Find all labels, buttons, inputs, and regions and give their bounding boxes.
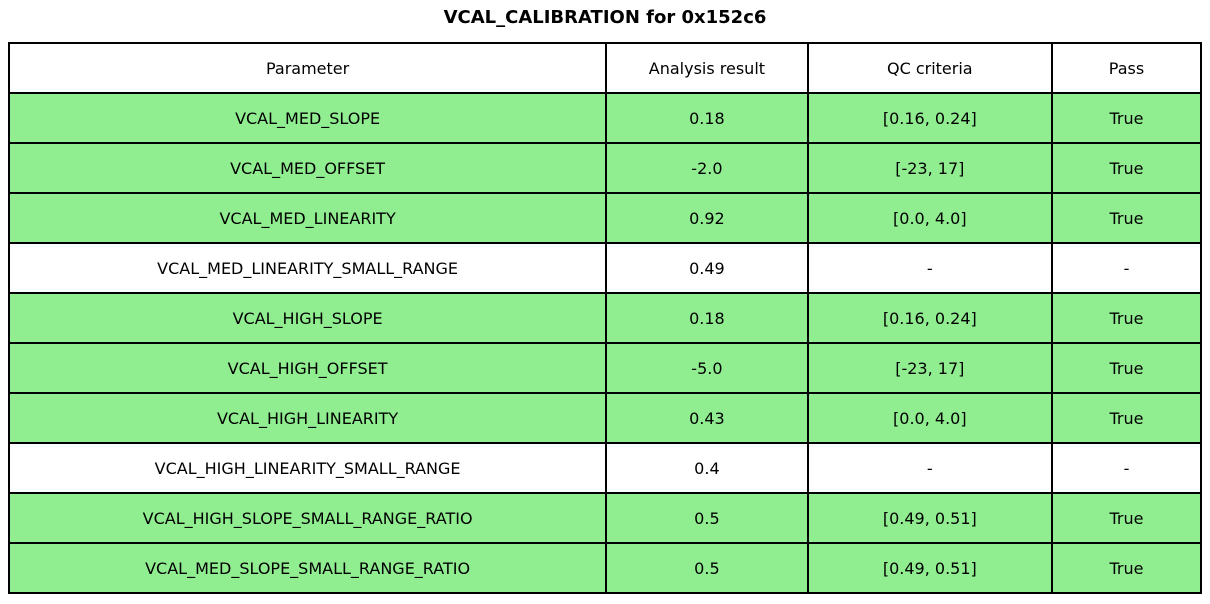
cell-pass: True bbox=[1050, 492, 1203, 544]
table-row: VCAL_HIGH_SLOPE_SMALL_RANGE_RATIO 0.5 [0.4… bbox=[7, 492, 1203, 544]
cell-parameter: VCAL_HIGH_LINEARITY bbox=[7, 392, 608, 444]
column-header-qc-criteria: QC criteria bbox=[806, 42, 1053, 94]
cell-result: 0.43 bbox=[605, 392, 809, 444]
cell-pass: True bbox=[1050, 142, 1203, 194]
cell-parameter: VCAL_HIGH_OFFSET bbox=[7, 342, 608, 394]
table-row: VCAL_HIGH_LINEARITY 0.43 [0.0, 4.0] True bbox=[7, 392, 1203, 444]
cell-result: 0.92 bbox=[605, 192, 809, 244]
table-row: VCAL_HIGH_SLOPE 0.18 [0.16, 0.24] True bbox=[7, 292, 1203, 344]
cell-pass: True bbox=[1050, 542, 1203, 594]
cell-result: 0.18 bbox=[605, 92, 809, 144]
cell-parameter: VCAL_HIGH_LINEARITY_SMALL_RANGE bbox=[7, 442, 608, 494]
cell-parameter: VCAL_MED_SLOPE bbox=[7, 92, 608, 144]
cell-parameter: VCAL_HIGH_SLOPE bbox=[7, 292, 608, 344]
cell-qc: [-23, 17] bbox=[806, 142, 1053, 194]
column-header-pass: Pass bbox=[1050, 42, 1203, 94]
cell-pass: True bbox=[1050, 92, 1203, 144]
cell-qc: [0.0, 4.0] bbox=[806, 192, 1053, 244]
table-row: VCAL_MED_OFFSET -2.0 [-23, 17] True bbox=[7, 142, 1203, 194]
page-title: VCAL_CALIBRATION for 0x152c6 bbox=[443, 7, 767, 28]
cell-pass: True bbox=[1050, 292, 1203, 344]
table-row: VCAL_MED_SLOPE_SMALL_RANGE_RATIO 0.5 [0.49… bbox=[7, 542, 1203, 594]
cell-result: 0.4 bbox=[605, 442, 809, 494]
cell-parameter: VCAL_MED_OFFSET bbox=[7, 142, 608, 194]
cell-result: 0.5 bbox=[605, 542, 809, 594]
cell-qc: [-23, 17] bbox=[806, 342, 1053, 394]
cell-parameter: VCAL_MED_LINEARITY_SMALL_RANGE bbox=[7, 242, 608, 294]
cell-result: 0.49 bbox=[605, 242, 809, 294]
column-header-parameter: Parameter bbox=[7, 42, 608, 94]
cell-result: 0.18 bbox=[605, 292, 809, 344]
column-header-analysis-result: Analysis result bbox=[605, 42, 809, 94]
table-header-row: Parameter Analysis result QC criteria Pa… bbox=[7, 42, 1203, 94]
cell-pass: True bbox=[1050, 192, 1203, 244]
cell-qc: - bbox=[806, 442, 1053, 494]
cell-parameter: VCAL_MED_LINEARITY bbox=[7, 192, 608, 244]
cell-result: -5.0 bbox=[605, 342, 809, 394]
cell-qc: [0.49, 0.51] bbox=[806, 542, 1053, 594]
cell-parameter: VCAL_HIGH_SLOPE_SMALL_RANGE_RATIO bbox=[7, 492, 608, 544]
table-row: VCAL_HIGH_OFFSET -5.0 [-23, 17] True bbox=[7, 342, 1203, 394]
table-row: VCAL_MED_SLOPE 0.18 [0.16, 0.24] True bbox=[7, 92, 1203, 144]
cell-pass: True bbox=[1050, 342, 1203, 394]
cell-qc: [0.0, 4.0] bbox=[806, 392, 1053, 444]
cell-pass: True bbox=[1050, 392, 1203, 444]
cell-qc: [0.16, 0.24] bbox=[806, 292, 1053, 344]
table-row: VCAL_HIGH_LINEARITY_SMALL_RANGE 0.4- - bbox=[7, 442, 1203, 494]
cell-qc: [0.16, 0.24] bbox=[806, 92, 1053, 144]
cell-qc: - bbox=[806, 242, 1053, 294]
cell-result: 0.5 bbox=[605, 492, 809, 544]
cell-qc: [0.49, 0.51] bbox=[806, 492, 1053, 544]
cell-pass: - bbox=[1050, 242, 1203, 294]
cell-parameter: VCAL_MED_SLOPE_SMALL_RANGE_RATIO bbox=[7, 542, 608, 594]
cell-pass: - bbox=[1050, 442, 1203, 494]
table-body: VCAL_MED_SLOPE 0.18 [0.16, 0.24] True VCAL_M… bbox=[7, 92, 1203, 594]
cell-result: -2.0 bbox=[605, 142, 809, 194]
table-row: VCAL_MED_LINEARITY 0.92 [0.0, 4.0] True bbox=[7, 192, 1203, 244]
table-row: VCAL_MED_LINEARITY_SMALL_RANGE 0.49- - bbox=[7, 242, 1203, 294]
qc-results-table: Parameter Analysis result QC criteria Pa… bbox=[7, 42, 1203, 594]
